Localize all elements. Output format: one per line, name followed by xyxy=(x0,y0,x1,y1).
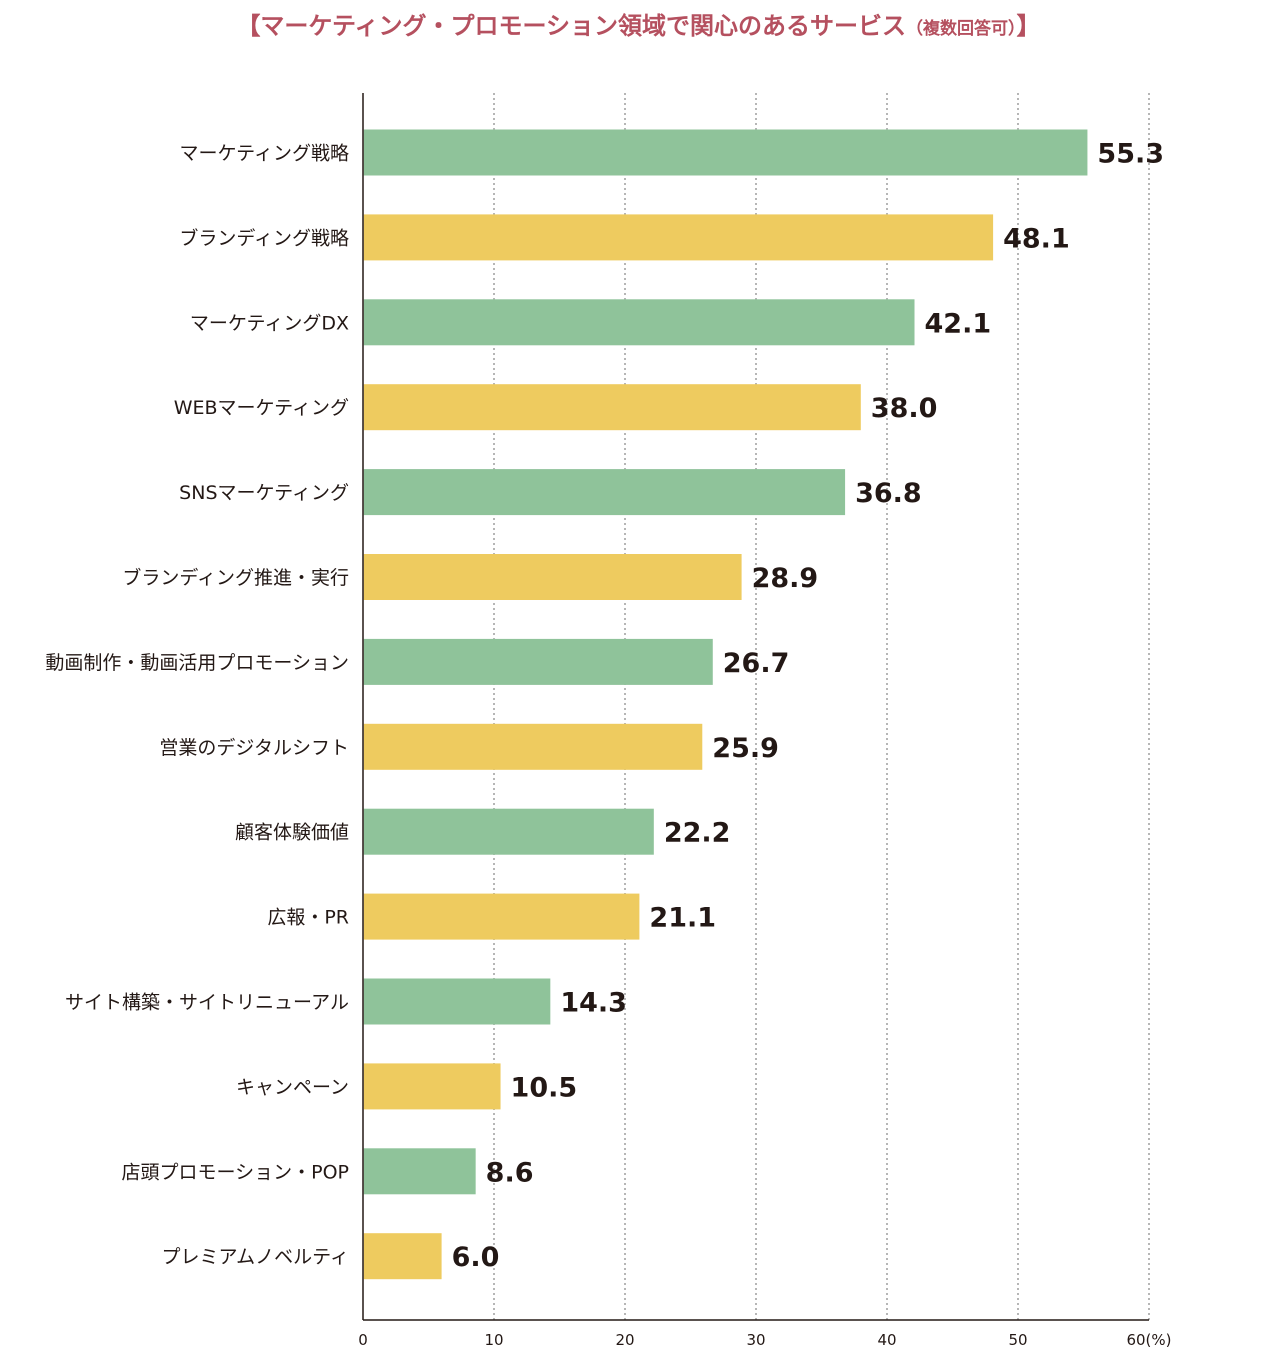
bar-10 xyxy=(363,893,640,940)
value-label-14: 6.0 xyxy=(452,1242,500,1273)
value-label-5: 36.8 xyxy=(855,478,922,509)
category-label-2: ブランディング戦略 xyxy=(179,226,349,249)
bar-13 xyxy=(363,1148,476,1195)
bar-12 xyxy=(363,1063,501,1110)
axes: 0 10 20 30 40 50 60(%) xyxy=(358,93,1172,1349)
value-label-9: 22.2 xyxy=(664,818,731,849)
category-label-7: 動画制作・動画活用プロモーション xyxy=(45,652,349,674)
x-tick-label-0: 0 xyxy=(358,1331,368,1349)
x-tick-label-40: 40 xyxy=(877,1331,896,1349)
x-tick-label-30: 30 xyxy=(746,1331,765,1349)
category-label-14: プレミアムノベルティ xyxy=(161,1246,349,1268)
value-label-7: 26.7 xyxy=(723,648,790,679)
value-label-8: 25.9 xyxy=(712,733,779,764)
value-label-4: 38.0 xyxy=(871,393,938,424)
category-label-8: 営業のデジタルシフト xyxy=(159,737,349,759)
bar-14 xyxy=(363,1233,442,1280)
bar-11 xyxy=(363,978,551,1025)
category-label-11: サイト構築・サイトリニューアル xyxy=(65,992,349,1014)
bar-5 xyxy=(363,469,846,516)
bar-9 xyxy=(363,808,654,855)
grid-lines xyxy=(493,93,1150,1320)
value-label-13: 8.6 xyxy=(486,1157,534,1188)
bar-2 xyxy=(363,214,994,261)
category-label-10: 広報・PR xyxy=(267,907,349,929)
chart-title-main: 【マーケティング・プロモーション領域で関心のあるサービス xyxy=(236,12,907,40)
x-tick-label-50: 50 xyxy=(1008,1331,1027,1349)
x-tick-label-60: 60(%) xyxy=(1126,1331,1171,1349)
bar-8 xyxy=(363,723,703,770)
bar-4 xyxy=(363,384,861,431)
value-label-6: 28.9 xyxy=(752,563,819,594)
value-label-10: 21.1 xyxy=(649,903,716,934)
value-label-3: 42.1 xyxy=(925,308,992,339)
x-tick-label-20: 20 xyxy=(615,1331,634,1349)
value-label-2: 48.1 xyxy=(1003,223,1070,254)
category-label-1: マーケティング戦略 xyxy=(180,143,349,165)
value-label-11: 14.3 xyxy=(560,988,627,1019)
bar-7 xyxy=(363,638,713,685)
chart-title: 【マーケティング・プロモーション領域で関心のあるサービス（複数回答可）】 xyxy=(0,6,1277,41)
x-tick-label-10: 10 xyxy=(484,1331,503,1349)
category-label-9: 顧客体験価値 xyxy=(235,822,349,844)
category-label-3: マーケティングDX xyxy=(190,312,349,334)
category-label-4: WEBマーケティング xyxy=(174,397,349,419)
value-label-1: 55.3 xyxy=(1097,139,1164,170)
bar-3 xyxy=(363,299,915,346)
category-label-5: SNSマーケティング xyxy=(179,482,349,504)
bar-1 xyxy=(363,129,1088,176)
bars xyxy=(363,129,1088,1280)
category-label-13: 店頭プロモーション・POP xyxy=(122,1161,350,1183)
labels: マーケティング戦略 55.3 ブランディング戦略 48.1 マーケティングDX 42.1 W… xyxy=(45,139,1164,1274)
bar-6 xyxy=(363,554,742,600)
category-label-6: ブランディング推進・実行 xyxy=(122,566,349,589)
chart-title-close: 】 xyxy=(1016,12,1041,40)
category-label-12: キャンペーン xyxy=(236,1076,349,1098)
value-label-12: 10.5 xyxy=(511,1072,578,1103)
chart-title-note: （複数回答可） xyxy=(906,19,1017,39)
